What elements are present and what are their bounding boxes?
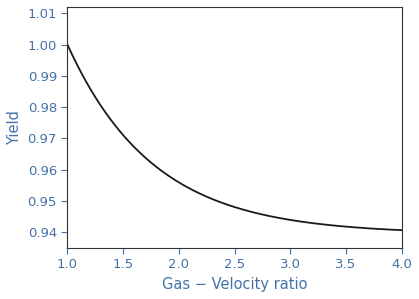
- Y-axis label: Yield: Yield: [7, 110, 22, 145]
- X-axis label: Gas − Velocity ratio: Gas − Velocity ratio: [162, 277, 307, 292]
